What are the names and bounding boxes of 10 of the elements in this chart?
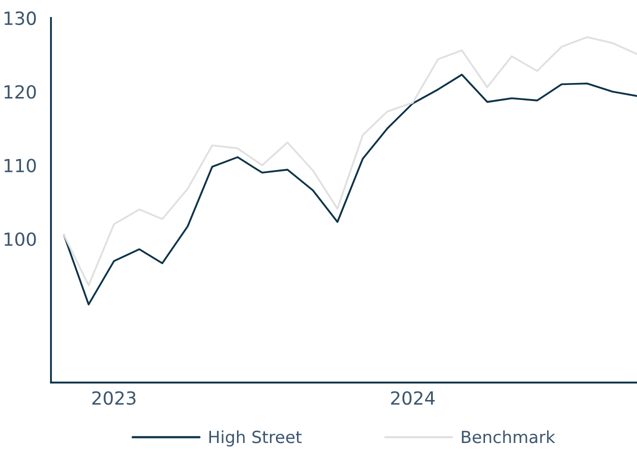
legend-label: High Street (209, 430, 302, 446)
y-tick-label: 100 (4, 232, 36, 246)
legend-label: Benchmark (462, 430, 556, 444)
x-tick-label: 2024 (391, 391, 435, 405)
line-series (63, 36, 637, 286)
y-tick-label: 120 (4, 85, 36, 99)
y-tick-label: 110 (4, 158, 36, 172)
x-tick-label: 2023 (92, 391, 136, 405)
y-tick-label: 130 (4, 11, 36, 26)
line-series (63, 74, 637, 306)
